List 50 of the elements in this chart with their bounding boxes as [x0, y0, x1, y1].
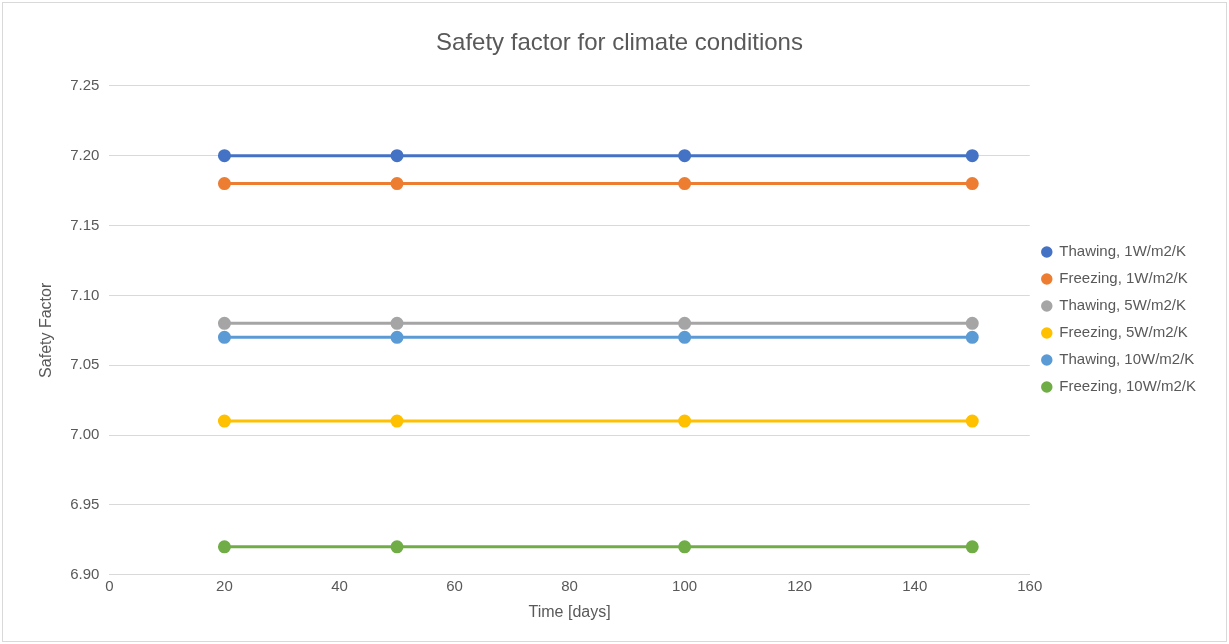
point [965, 177, 979, 191]
point [965, 316, 979, 330]
y-tick-label: 7.15 [70, 215, 100, 233]
point [965, 149, 979, 163]
x-tick-label: 80 [561, 576, 578, 594]
point [678, 540, 692, 554]
legend-label: Freezing, 1W/m2/K [1059, 269, 1188, 287]
y-tick-label: 7.25 [70, 75, 100, 93]
legend-label: Thawing, 5W/m2/K [1059, 296, 1186, 314]
chart-title: Safety factor for climate conditions [436, 28, 803, 56]
y-tick-label: 7.20 [70, 145, 100, 163]
point [965, 414, 979, 428]
point [678, 330, 692, 344]
x-tick-label: 20 [216, 576, 233, 594]
x-axis-title: Time [days] [528, 602, 611, 620]
point [217, 414, 231, 428]
legend-label: Freezing, 5W/m2/K [1059, 323, 1188, 341]
x-tick-label: 0 [105, 576, 114, 594]
point [390, 316, 404, 330]
point [217, 149, 231, 163]
point [217, 316, 231, 330]
x-tick-label: 40 [331, 576, 348, 594]
y-tick-label: 7.05 [70, 355, 100, 373]
point [678, 149, 692, 163]
x-tick-label: 140 [902, 576, 928, 594]
y-tick-label: 7.10 [70, 285, 100, 303]
point [390, 414, 404, 428]
point [965, 330, 979, 344]
point [678, 177, 692, 191]
legend-label: Freezing, 10W/m2/K [1059, 377, 1196, 395]
point [678, 414, 692, 428]
point [965, 540, 979, 554]
x-tick-label: 100 [672, 576, 698, 594]
x-tick-label: 160 [1017, 576, 1043, 594]
point [678, 316, 692, 330]
point [217, 330, 231, 344]
point [217, 540, 231, 554]
y-tick-label: 6.95 [70, 495, 100, 513]
point [390, 177, 404, 191]
legend-label: Thawing, 1W/m2/K [1059, 242, 1186, 260]
x-tick-label: 60 [446, 576, 463, 594]
y-tick-label: 7.00 [70, 425, 100, 443]
x-tick-label: 120 [787, 576, 813, 594]
point [390, 149, 404, 163]
point [390, 540, 404, 554]
y-axis-title: Safety Factor [37, 282, 55, 378]
y-tick-label: 6.90 [70, 564, 100, 582]
legend-label: Thawing, 10W/m2/K [1059, 350, 1195, 368]
point [390, 330, 404, 344]
point [217, 177, 231, 191]
